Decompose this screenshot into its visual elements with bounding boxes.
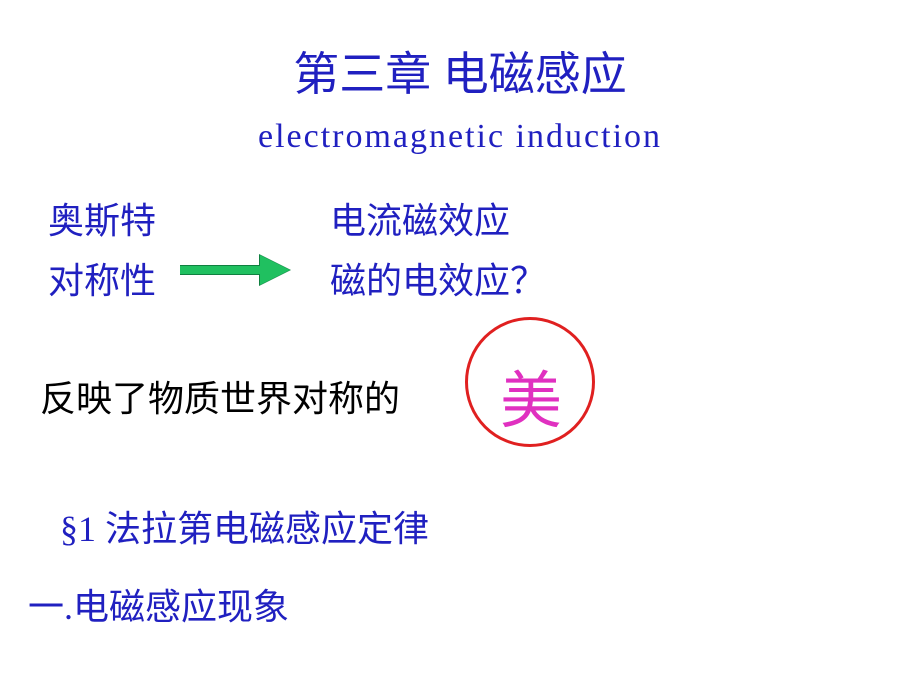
chapter-title: 第三章 电磁感应 xyxy=(0,38,920,104)
chapter-subtitle: electromagnetic induction xyxy=(0,118,920,156)
row1-right: 电流磁效应 xyxy=(330,192,510,244)
row1-left: 奥斯特 xyxy=(48,192,156,244)
row2-left: 对称性 xyxy=(48,252,156,304)
slide: 第三章 电磁感应 electromagnetic induction 奥斯特 电… xyxy=(0,0,920,690)
row2-right: 磁的电效应？ xyxy=(330,252,546,304)
section-title: §1 法拉第电磁感应定律 xyxy=(60,500,429,552)
symmetry-text: 反映了物质世界对称的 xyxy=(40,370,400,422)
subsection-title: 一.电磁感应现象 xyxy=(28,578,289,630)
mei-circle xyxy=(465,317,595,447)
